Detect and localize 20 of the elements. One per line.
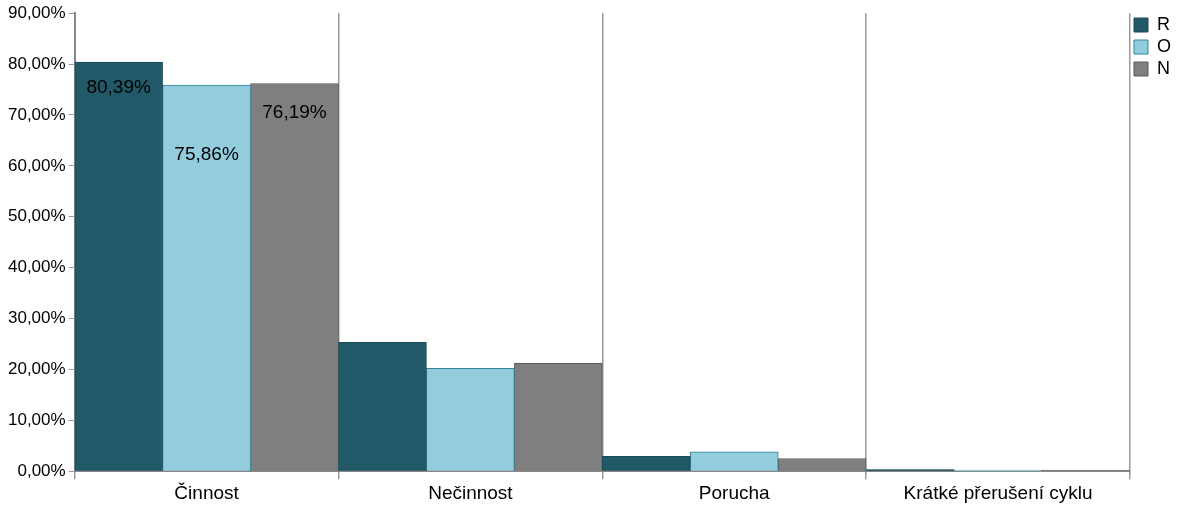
x-tick-label: Krátké přerušení cyklu <box>903 481 1093 503</box>
y-tick-label: 0,00% <box>17 460 66 480</box>
y-tick-label: 20,00% <box>7 359 66 379</box>
y-tick-label: 40,00% <box>7 257 66 277</box>
x-tick-label: Nečinnost <box>428 481 514 503</box>
y-tick-label: 60,00% <box>7 155 66 175</box>
legend-label: N <box>1157 57 1170 78</box>
data-label: 76,19% <box>262 101 327 123</box>
y-tick-label: 70,00% <box>7 104 66 124</box>
x-tick-label: Porucha <box>698 481 771 503</box>
y-tick-label: 30,00% <box>7 308 66 328</box>
y-tick-label: 50,00% <box>7 206 66 226</box>
data-label: 75,86% <box>174 142 239 164</box>
y-tick-label: 80,00% <box>7 53 66 73</box>
legend-label: O <box>1157 35 1172 56</box>
legend-label: R <box>1157 13 1170 34</box>
data-label: 80,39% <box>86 75 151 97</box>
y-tick-label: 90,00% <box>7 2 66 22</box>
x-tick-label: Činnost <box>174 481 240 503</box>
y-tick-label: 10,00% <box>7 410 66 429</box>
